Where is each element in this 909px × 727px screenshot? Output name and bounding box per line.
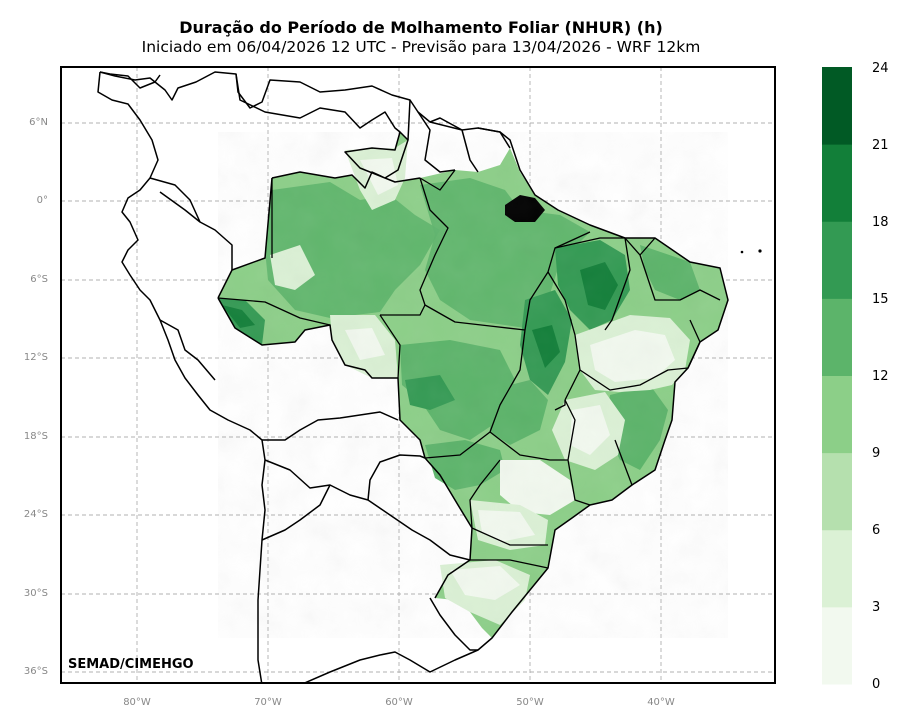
lon-tick-label: 40°W: [647, 697, 675, 708]
lat-tick-label: 30°S: [23, 588, 48, 599]
lon-tick-label: 60°W: [385, 697, 413, 708]
lat-tick-label: 0°: [36, 195, 48, 206]
colorbar-tick-label: 6: [872, 523, 881, 538]
colorbar-segment: [822, 144, 852, 222]
lat-tick-label: 24°S: [23, 509, 48, 520]
title-block: Duração do Período de Molhamento Foliar …: [60, 18, 782, 56]
map-subtitle: Iniciado em 06/04/2026 12 UTC - Previsão…: [141, 38, 701, 56]
colorbar-segment: [822, 298, 852, 376]
lat-tick-label: 36°S: [23, 666, 48, 677]
colorbar: [822, 67, 852, 685]
colorbar-segment: [822, 529, 852, 608]
lon-tick-label: 80°W: [123, 697, 151, 708]
country-borders: [97, 71, 729, 683]
colorbar-segment: [822, 221, 852, 299]
colorbar-segment: [822, 67, 852, 145]
colorbar-segment: [822, 606, 852, 685]
lon-tick-label: 70°W: [254, 697, 282, 708]
colorbar-tick-label: 15: [872, 292, 889, 307]
map-title: Duração do Período de Molhamento Foliar …: [179, 18, 663, 37]
lat-tick-label: 6°S: [30, 274, 48, 285]
colorbar-tick-label: 21: [872, 138, 889, 153]
brazil-wetness-field: [218, 132, 728, 638]
colorbar-tick-label: 9: [872, 446, 881, 461]
lat-tick-label: 18°S: [23, 431, 48, 442]
island-mark: [740, 250, 744, 254]
state-borders: [217, 169, 721, 569]
lon-tick-label: 50°W: [516, 697, 544, 708]
lat-tick-label: 12°S: [23, 352, 48, 363]
credit-label: SEMAD/CIMEHGO: [68, 657, 194, 672]
colorbar-tick-label: 0: [872, 677, 881, 692]
plot-frame: [60, 66, 776, 684]
colorbar-tick-label: 18: [872, 215, 889, 230]
colorbar-tick-label: 24: [872, 61, 889, 76]
colorbar-tick-label: 3: [872, 600, 881, 615]
colorbar-tick-label: 12: [872, 369, 889, 384]
colorbar-segment: [822, 452, 852, 531]
colorbar-segment: [822, 375, 852, 454]
lat-tick-label: 6°N: [29, 117, 48, 128]
island-mark: [758, 249, 762, 253]
